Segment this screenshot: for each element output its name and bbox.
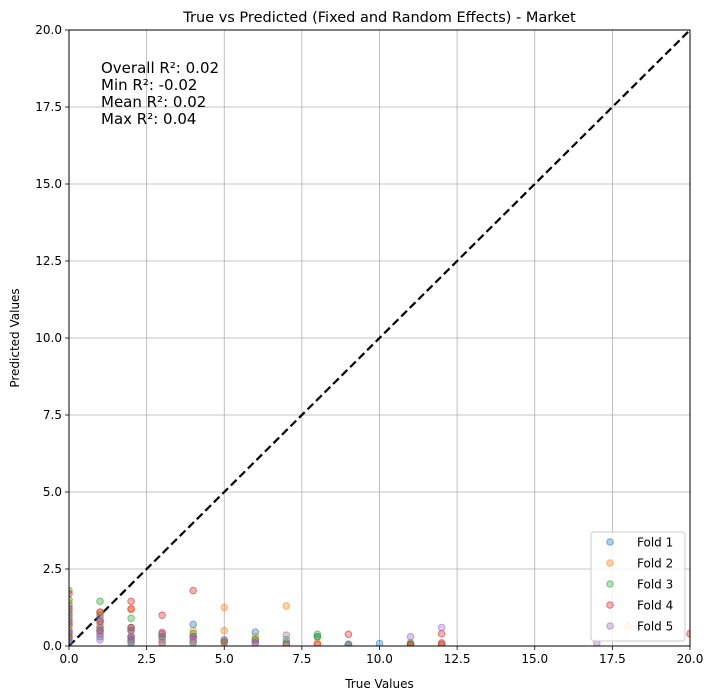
legend-label: Fold 1: [637, 536, 673, 550]
x-tick-label: 12.5: [444, 652, 471, 666]
scatter-point: [69, 605, 73, 613]
scatter-point: [69, 620, 73, 629]
scatter-point: [96, 614, 104, 623]
x-tick-label: 20.0: [677, 652, 704, 666]
legend-label: Fold 4: [637, 599, 673, 613]
overall-r2-text: Overall R²: 0.02: [101, 59, 219, 77]
y-axis-ticks: 0.0 2.5 5.0 7.5 10.0 12.5 15.0 17.5 20.0: [35, 23, 69, 653]
x-tick-label: 5.0: [215, 652, 234, 666]
scatter-point: [220, 603, 229, 612]
scatter-point: [96, 629, 104, 638]
x-tick-label: 0.0: [59, 652, 78, 666]
y-tick-label: 5.0: [43, 485, 62, 499]
scatter-point: [189, 637, 197, 646]
max-r2-text: Max R²: 0.04: [101, 110, 196, 128]
scatter-point: [406, 632, 415, 641]
x-tick-label: 15.0: [521, 652, 548, 666]
scatter-point: [189, 586, 197, 595]
legend-marker: [606, 622, 614, 630]
y-tick-label: 0.0: [43, 639, 62, 653]
scatter-point: [313, 632, 322, 641]
scatter-point: [158, 636, 166, 644]
legend-label: Fold 3: [637, 578, 673, 592]
scatter-point: [375, 639, 384, 646]
scatter-point: [437, 629, 446, 638]
r2-annotation: Overall R²: 0.02 Min R²: -0.02 Mean R²: …: [101, 59, 219, 128]
scatter-point: [437, 623, 446, 632]
scatter-point: [313, 630, 322, 639]
series-fold-5: [69, 611, 601, 646]
scatter-point: [96, 608, 104, 616]
scatter-points: [69, 586, 690, 646]
x-tick-label: 7.5: [292, 652, 311, 666]
scatter-point: [127, 614, 135, 623]
scatter-point: [686, 629, 690, 638]
y-tick-label: 7.5: [43, 408, 62, 422]
reference-line: [69, 30, 690, 646]
scatter-point: [69, 639, 73, 646]
scatter-point: [127, 605, 135, 613]
y-tick-label: 17.5: [35, 100, 62, 114]
reference-line-group: [69, 30, 690, 646]
legend-marker: [606, 538, 614, 546]
scatter-point: [158, 611, 166, 620]
min-r2-text: Min R²: -0.02: [101, 76, 197, 94]
scatter-point: [282, 631, 291, 640]
scatter-point: [69, 611, 73, 619]
scatter-point: [251, 639, 260, 646]
scatter-point: [96, 597, 104, 606]
scatter-point: [220, 626, 229, 635]
scatter-point: [127, 597, 135, 606]
x-tick-label: 2.5: [137, 652, 156, 666]
legend-marker: [606, 580, 614, 588]
y-tick-label: 2.5: [43, 562, 62, 576]
legend-label: Fold 2: [637, 557, 673, 571]
legend-label: Fold 5: [637, 620, 673, 634]
legend-box: [590, 531, 686, 642]
scatter-point: [344, 630, 353, 639]
legend-marker: [606, 559, 614, 567]
scatter-point: [69, 628, 73, 636]
y-axis-label: Predicted Values: [8, 288, 22, 387]
x-axis-label: True Values: [344, 677, 414, 691]
scatter-point: [406, 640, 415, 646]
scatter-point: [158, 628, 166, 636]
x-tick-label: 17.5: [599, 652, 626, 666]
scatter-point: [437, 639, 446, 646]
scatter-point: [69, 589, 73, 598]
scatter-point: [189, 620, 197, 629]
scatter-point: [96, 636, 104, 644]
x-axis-ticks: 0.0 2.5 5.0 7.5 10.0 12.5 15.0 17.5 20.0: [59, 646, 703, 666]
scatter-point: [220, 637, 229, 646]
scatter-point: [282, 640, 291, 646]
x-tick-label: 10.0: [366, 652, 393, 666]
y-tick-label: 12.5: [35, 254, 62, 268]
scatter-point: [127, 626, 135, 635]
legend: Fold 1 Fold 2 Fold 3 Fold 4 Fold 5: [590, 531, 686, 642]
scatter-point: [344, 640, 353, 646]
y-tick-label: 10.0: [35, 331, 62, 345]
scatter-point: [69, 596, 73, 604]
scatter-point: [96, 623, 104, 632]
mean-r2-text: Mean R²: 0.02: [101, 93, 206, 111]
chart-title: True vs Predicted (Fixed and Random Effe…: [182, 10, 576, 26]
legend-marker: [606, 601, 614, 609]
scatter-point: [313, 640, 322, 646]
y-tick-label: 20.0: [35, 23, 62, 37]
y-tick-label: 15.0: [35, 177, 62, 191]
scatter-point: [282, 602, 291, 610]
scatter-point: [127, 637, 135, 646]
